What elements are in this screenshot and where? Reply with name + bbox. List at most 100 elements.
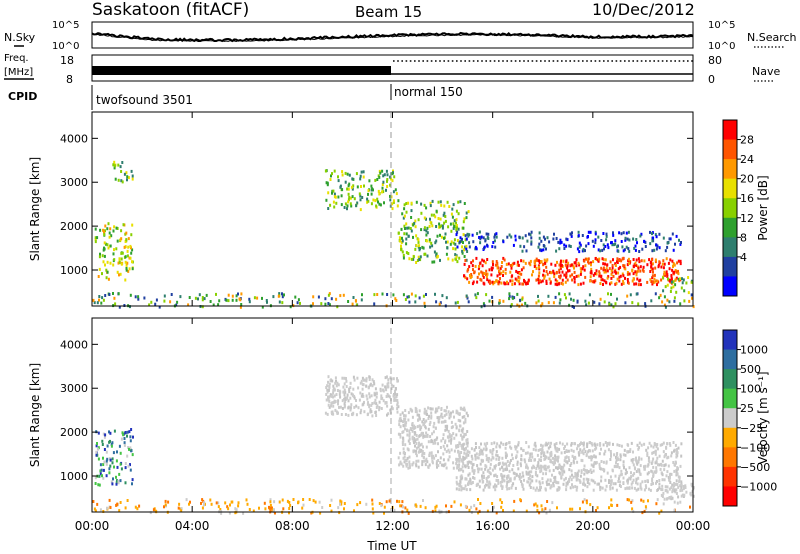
power-mark [443, 204, 446, 208]
power-mark [299, 301, 301, 305]
power-mark [638, 260, 641, 264]
velocity-mark [344, 413, 347, 416]
power-mark [451, 258, 454, 262]
velocity-mark [581, 450, 584, 454]
power-mark [376, 197, 379, 201]
power-mark [498, 272, 501, 276]
power-mark [121, 161, 124, 164]
velocity-mark [435, 460, 438, 464]
power-mark [504, 282, 507, 286]
power-mark [661, 300, 664, 304]
power-mark [500, 265, 503, 268]
power-mark [456, 300, 459, 304]
velocity-mark [433, 438, 436, 442]
power-mark [501, 261, 503, 264]
power-mark [478, 230, 481, 234]
power-mark [441, 294, 444, 298]
velocity-mark [366, 397, 369, 401]
power-mark [128, 267, 131, 271]
velocity-mark [603, 452, 606, 456]
power-mark [571, 278, 574, 282]
velocity-mark [619, 480, 622, 484]
velocity-mark [328, 395, 331, 399]
velocity-mark [417, 459, 420, 463]
velocity-mark [481, 474, 483, 478]
power-mark [99, 228, 102, 232]
velocity-mark [669, 481, 672, 484]
velocity-mark [553, 443, 556, 447]
velocity-mark [390, 377, 393, 381]
velocity-mark [343, 502, 346, 505]
velocity-mark [466, 414, 469, 418]
velocity-mark [522, 487, 525, 491]
velocity-mark [692, 494, 695, 498]
velocity-mark [557, 459, 559, 463]
velocity-mark [615, 455, 617, 459]
velocity-mark [483, 442, 486, 446]
power-mark [649, 278, 652, 282]
velocity-mark [544, 507, 547, 511]
power-mark [118, 273, 120, 277]
velocity-mark [393, 508, 396, 512]
power-mark [565, 275, 568, 279]
velocity-mark [402, 464, 405, 468]
velocity-mark [448, 455, 451, 459]
velocity-mark [656, 443, 659, 446]
power-mark [201, 305, 204, 309]
power-mark [120, 262, 123, 266]
power-mark [444, 232, 447, 236]
power-mark [405, 202, 408, 205]
power-mark [614, 239, 617, 243]
velocity-mark [493, 465, 496, 469]
velocity-mark [479, 448, 482, 452]
velocity-mark [330, 402, 333, 406]
power-mark [176, 300, 179, 304]
power-mark [519, 244, 522, 248]
power-mark [660, 265, 663, 269]
velocity-mark [656, 498, 659, 502]
power-mark [409, 227, 412, 230]
power-mark [590, 263, 592, 267]
velocity-mark [401, 443, 404, 446]
power-mark [667, 261, 670, 265]
velocity-mark [368, 403, 371, 407]
velocity-mark [428, 453, 431, 457]
velocity-mark [670, 451, 673, 455]
power-mark [131, 267, 134, 271]
power-mark [348, 195, 351, 199]
power-mark [672, 248, 675, 252]
velocity-mark [328, 405, 331, 409]
velocity-mark [644, 464, 647, 468]
velocity-mark [527, 477, 530, 480]
velocity-mark [569, 464, 572, 467]
velocity-mark [237, 501, 240, 505]
velocity-mark [500, 484, 503, 488]
velocity-mark [611, 469, 614, 473]
power-mark [488, 280, 491, 284]
power-mark [635, 282, 638, 286]
velocity-mark [644, 484, 647, 488]
velocity-mark [541, 508, 544, 512]
velocity-mark [422, 435, 425, 439]
velocity-mark [426, 460, 429, 464]
velocity-mark [396, 410, 399, 414]
power-mark [120, 170, 123, 173]
velocity-mark [327, 375, 330, 379]
power-mark [506, 235, 509, 239]
power-mark [261, 305, 264, 309]
velocity-mark [366, 402, 369, 406]
velocity-mark [401, 500, 404, 504]
velocity-mark [312, 499, 315, 503]
velocity-mark [235, 508, 238, 512]
power-mark [439, 200, 442, 204]
power-mark [470, 275, 473, 278]
velocity-mark [635, 478, 638, 482]
power-mark [600, 274, 603, 278]
power-mark [565, 296, 567, 300]
power-mark [377, 189, 380, 193]
velocity-mark [439, 446, 442, 449]
power-mark [665, 257, 668, 261]
velocity-mark [375, 406, 378, 409]
velocity-panel-frame [91, 317, 694, 513]
velocity-mark [566, 461, 569, 465]
